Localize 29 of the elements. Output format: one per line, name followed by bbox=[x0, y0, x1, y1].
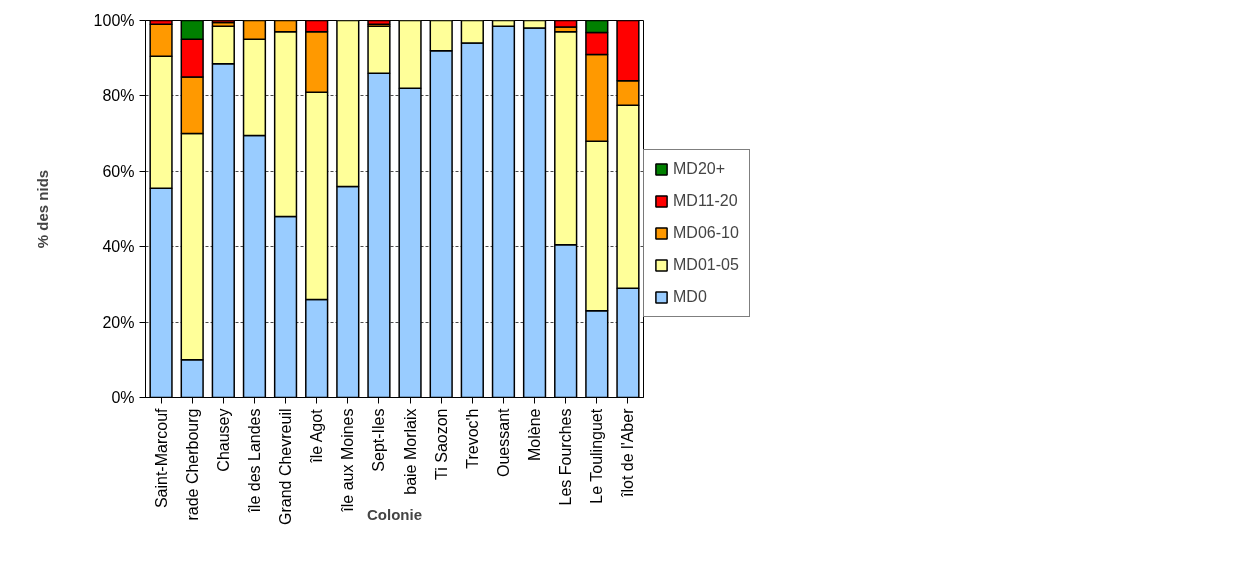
x-tick-label: Les Fourches bbox=[557, 408, 575, 506]
x-tick-label: Saint-Marcouf bbox=[152, 407, 170, 509]
y-tick-label: 0% bbox=[111, 389, 135, 406]
y-tick-label: 40% bbox=[102, 238, 135, 256]
x-tick-label: îlot de l'Aber bbox=[619, 407, 637, 498]
x-tick-label: Le Toulinguet bbox=[588, 408, 606, 504]
x-tick-label: baie Morlaix bbox=[401, 408, 419, 495]
legend-label: MD0 bbox=[673, 288, 707, 306]
y-tick-label: 100% bbox=[93, 12, 135, 29]
legend-label: MD01-05 bbox=[673, 256, 739, 274]
legend-label: MD11-20 bbox=[673, 192, 738, 210]
x-tick-label: Grand Chevreuil bbox=[277, 408, 295, 525]
x-axis-title: Colonie bbox=[367, 506, 422, 523]
y-tick-label: 60% bbox=[102, 162, 135, 180]
x-tick-label: Molène bbox=[526, 408, 544, 461]
y-axis-title: % des nids bbox=[33, 169, 51, 249]
x-tick-label: île aux Moines bbox=[339, 408, 357, 513]
y-tick-label: 80% bbox=[102, 87, 135, 105]
x-tick-label: Sept-Iles bbox=[370, 408, 388, 472]
x-tick-label: île des Landes bbox=[245, 408, 263, 514]
x-tick-label: Trevoc'h bbox=[463, 408, 481, 469]
x-tick-label: Ti Saozon bbox=[432, 408, 450, 480]
y-tick-label: 20% bbox=[102, 313, 135, 331]
x-tick-label: île Agot bbox=[308, 408, 326, 464]
x-tick-label: Chausey bbox=[214, 408, 232, 472]
legend-label: MD20+ bbox=[673, 160, 726, 178]
x-tick-label: rade Cherbourg bbox=[183, 408, 201, 521]
legend-label: MD06-10 bbox=[673, 224, 739, 242]
x-tick-label: Ouessant bbox=[494, 407, 512, 477]
